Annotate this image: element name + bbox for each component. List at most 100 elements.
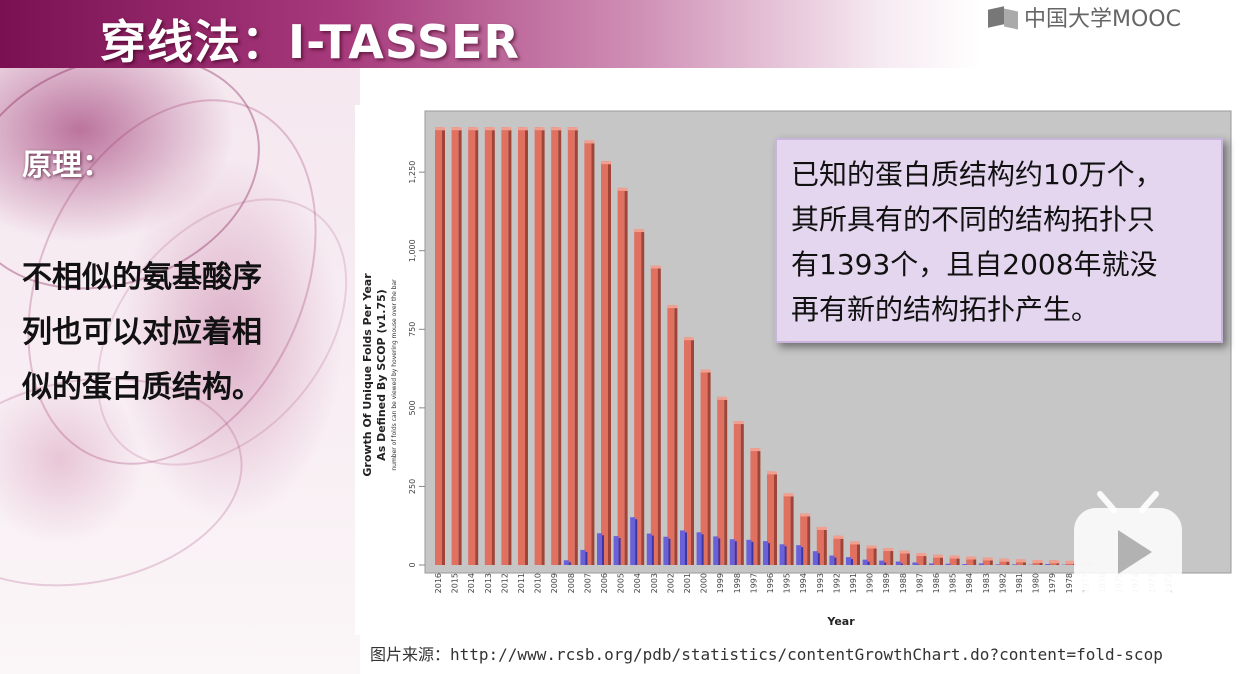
bar-yearly-face bbox=[779, 544, 785, 565]
bar-yearly-1979 bbox=[1045, 564, 1051, 565]
x-tick-label-2003: 2003 bbox=[650, 573, 659, 593]
bar-total-top bbox=[949, 555, 960, 559]
x-tick-label-2000: 2000 bbox=[700, 573, 709, 593]
bar-yearly-1998 bbox=[729, 539, 737, 565]
play-button[interactable] bbox=[1070, 490, 1186, 596]
bar-total-face bbox=[800, 513, 808, 565]
bar-yearly-2008 bbox=[563, 560, 571, 565]
bar-yearly-2004 bbox=[630, 517, 638, 565]
bar-yearly-side bbox=[784, 546, 787, 565]
bar-yearly-side bbox=[768, 543, 770, 565]
x-tick-label-2007: 2007 bbox=[583, 573, 592, 593]
bar-total-top bbox=[800, 513, 811, 517]
bar-yearly-face bbox=[895, 561, 901, 565]
bar-total-face bbox=[883, 548, 891, 565]
bar-yearly-side bbox=[734, 541, 737, 565]
y-tick-label-1000: 1,000 bbox=[408, 239, 417, 262]
x-tick-label-1988: 1988 bbox=[899, 573, 908, 593]
bar-yearly-side bbox=[602, 535, 604, 565]
bar-total-side bbox=[1056, 563, 1060, 565]
bar-total-side bbox=[823, 529, 827, 565]
bar-total-top bbox=[567, 127, 578, 131]
bar-yearly-face bbox=[729, 539, 735, 565]
x-tick-label-2015: 2015 bbox=[451, 573, 460, 593]
bar-yearly-1989 bbox=[879, 560, 887, 565]
bar-yearly-2002 bbox=[663, 536, 671, 565]
bar-total-side bbox=[541, 130, 545, 565]
bar-yearly-face bbox=[1045, 564, 1051, 565]
bar-yearly-face bbox=[746, 539, 752, 565]
bar-yearly-1981 bbox=[1012, 564, 1017, 565]
bar-total-2006 bbox=[601, 161, 611, 565]
bar-total-1984 bbox=[966, 556, 977, 565]
y-tick-label-500: 500 bbox=[408, 400, 417, 415]
bar-total-top bbox=[1032, 559, 1043, 563]
y-axis-title: Growth Of Unique Folds Per Year bbox=[361, 273, 374, 477]
bar-total-side bbox=[956, 558, 960, 565]
slide-title: 穿线法：I-TASSER bbox=[100, 15, 520, 69]
bar-total-top bbox=[982, 557, 993, 561]
x-tick-label-1979: 1979 bbox=[1048, 573, 1057, 593]
bar-total-side bbox=[757, 451, 761, 565]
bar-total-top bbox=[1065, 560, 1076, 564]
x-tick-label-1996: 1996 bbox=[766, 573, 775, 593]
bar-yearly-side bbox=[718, 538, 721, 565]
bar-yearly-side bbox=[685, 532, 687, 565]
bar-total-face bbox=[468, 127, 476, 565]
bar-total-face bbox=[700, 369, 708, 565]
bar-total-top bbox=[750, 448, 761, 452]
bar-total-2016 bbox=[435, 127, 445, 565]
x-tick-label-1986: 1986 bbox=[932, 573, 941, 593]
bar-total-1989 bbox=[883, 548, 894, 565]
bar-yearly-side bbox=[884, 562, 887, 565]
bar-total-top bbox=[866, 545, 877, 549]
bar-total-face bbox=[684, 337, 691, 565]
bar-total-face bbox=[783, 493, 791, 565]
bar-total-side bbox=[591, 143, 595, 565]
bar-total-side bbox=[624, 190, 628, 565]
bar-total-face bbox=[966, 556, 974, 565]
bar-total-side bbox=[707, 372, 711, 565]
x-tick-label-1991: 1991 bbox=[849, 573, 858, 593]
bar-total-face bbox=[650, 265, 658, 565]
bar-total-face bbox=[933, 554, 940, 565]
x-tick-label-1980: 1980 bbox=[1032, 573, 1041, 593]
bar-total-top bbox=[717, 396, 728, 400]
mooc-logo: 中国大学MOOC bbox=[986, 2, 1181, 32]
bar-yearly-face bbox=[696, 532, 702, 565]
bar-total-side bbox=[1023, 562, 1026, 565]
bar-total-2007 bbox=[584, 140, 595, 565]
bar-yearly-face bbox=[646, 533, 652, 565]
x-tick-label-2006: 2006 bbox=[600, 573, 609, 593]
x-tick-label-1989: 1989 bbox=[882, 573, 891, 593]
x-tick-label-2011: 2011 bbox=[517, 573, 526, 593]
x-axis-title: Year bbox=[826, 615, 855, 628]
bar-total-side bbox=[458, 130, 462, 565]
bar-total-side bbox=[641, 232, 645, 565]
bar-total-1988 bbox=[899, 550, 910, 565]
bar-yearly-side bbox=[635, 519, 638, 565]
x-tick-label-1990: 1990 bbox=[866, 573, 875, 593]
bar-total-side bbox=[674, 308, 678, 565]
bar-total-2001 bbox=[684, 337, 694, 565]
bar-yearly-face bbox=[812, 551, 818, 565]
bar-total-1979 bbox=[1049, 560, 1060, 565]
bar-total-top bbox=[584, 140, 595, 144]
x-tick-label-1999: 1999 bbox=[716, 573, 725, 593]
bar-total-2012 bbox=[501, 127, 512, 565]
y-tick-label-1250: 1,250 bbox=[408, 161, 417, 184]
bar-total-1997 bbox=[750, 448, 761, 565]
callout-line: 再有新的结构拓扑产生。 bbox=[791, 293, 1100, 326]
callout-line: 有1393个，且自2008年就没 bbox=[791, 248, 1158, 281]
bar-total-1996 bbox=[767, 471, 777, 565]
bar-total-top bbox=[833, 535, 844, 539]
bar-yearly-face bbox=[912, 562, 918, 565]
bar-yearly-face bbox=[613, 536, 619, 565]
x-tick-label-1984: 1984 bbox=[965, 573, 974, 593]
bar-total-side bbox=[691, 340, 694, 565]
bar-yearly-face bbox=[862, 559, 868, 565]
bar-total-1993 bbox=[816, 526, 827, 565]
bar-total-1982 bbox=[999, 558, 1010, 565]
bar-total-top bbox=[966, 556, 977, 560]
bar-total-top bbox=[667, 305, 678, 309]
